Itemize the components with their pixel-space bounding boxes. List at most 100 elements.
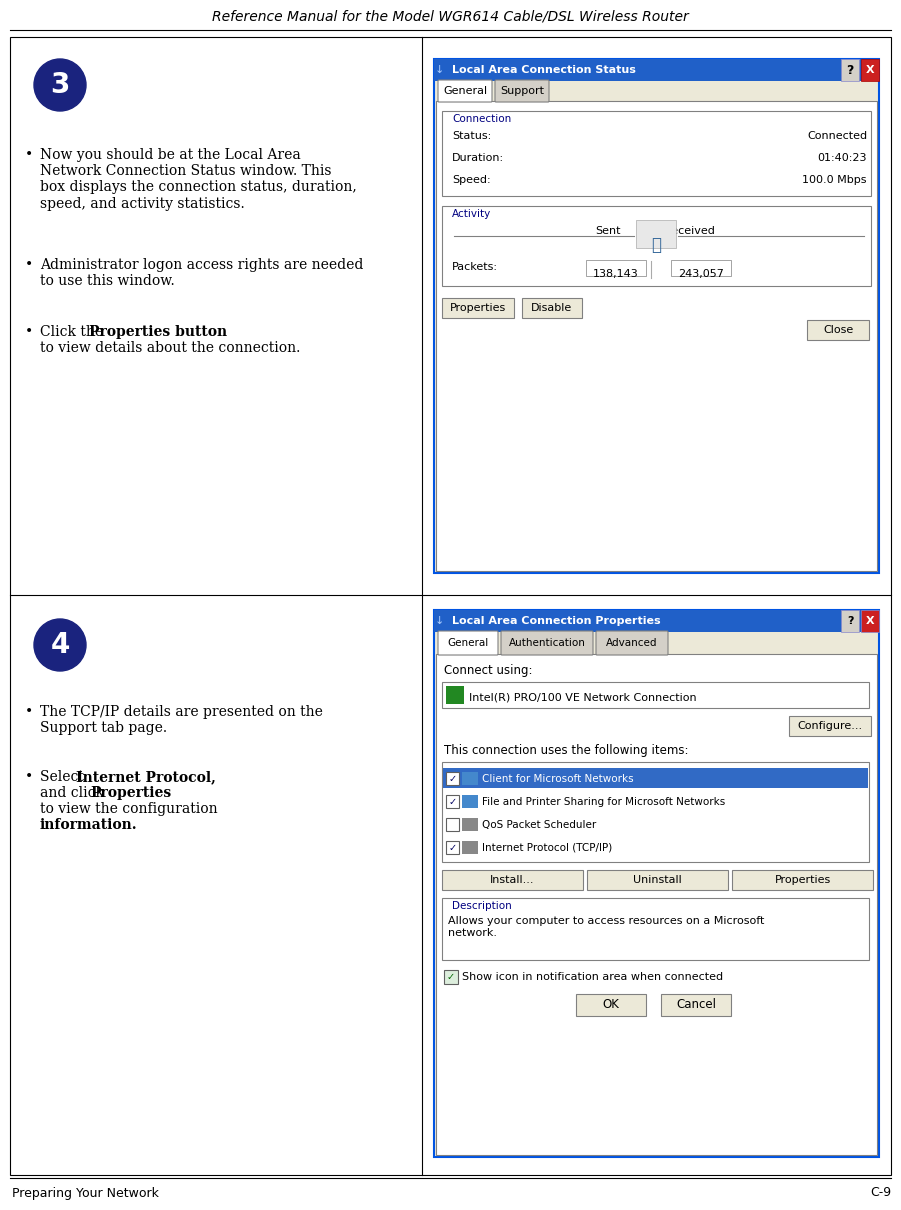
Text: Properties button: Properties button [89,325,227,339]
Text: General: General [443,86,487,96]
Text: Activity: Activity [452,209,491,219]
Bar [434,59,879,574]
Text: Now you should be at the Local Area
Network Connection Status window. This
box d: Now you should be at the Local Area Netw… [40,148,357,211]
Bar [576,993,646,1016]
Bar [446,686,464,704]
Bar [462,772,478,785]
Text: Properties: Properties [774,875,831,885]
Text: •: • [25,325,33,339]
Text: 138,143: 138,143 [593,269,639,280]
Text: Internet Protocol (TCP/IP): Internet Protocol (TCP/IP) [482,843,613,853]
Text: •: • [25,258,33,272]
Circle shape [34,59,86,111]
Text: Select: Select [40,770,88,784]
Text: ↓: ↓ [434,65,443,75]
Text: Status:: Status: [452,131,491,142]
Text: 01:40:23: 01:40:23 [817,152,867,163]
Text: Advanced: Advanced [606,638,658,649]
Bar [841,610,859,632]
Text: General: General [448,638,488,649]
Text: Intel(R) PRO/100 VE Network Connection: Intel(R) PRO/100 VE Network Connection [469,692,696,702]
Bar [462,795,478,808]
Bar [434,610,879,1157]
Bar [442,298,514,318]
Text: 243,057: 243,057 [678,269,724,280]
Text: Preparing Your Network: Preparing Your Network [12,1187,159,1199]
Bar [522,298,582,318]
Bar [442,682,869,708]
Text: Local Area Connection Status: Local Area Connection Status [452,65,636,75]
Text: X: X [866,65,874,75]
Bar [462,818,478,831]
Text: Connect using:: Connect using: [444,664,532,678]
Text: QoS Packet Scheduler: QoS Packet Scheduler [482,820,596,830]
Text: •: • [25,148,33,162]
Text: This connection uses the following items:: This connection uses the following items… [444,744,688,757]
Text: Internet Protocol,: Internet Protocol, [76,770,216,784]
Text: X: X [866,616,874,626]
Bar [434,610,879,632]
Text: •: • [25,705,33,719]
Text: ↓: ↓ [434,616,443,626]
Text: •: • [25,770,33,784]
FancyBboxPatch shape [596,630,668,655]
Text: Connection: Connection [452,114,511,123]
Text: Received: Received [665,226,716,236]
Text: and click: and click [40,786,108,800]
Bar [671,260,731,276]
Bar [446,772,459,785]
Bar [807,319,869,340]
Text: Support: Support [500,86,544,96]
Bar [636,220,676,248]
Text: OK: OK [603,998,620,1012]
Text: information.: information. [40,818,138,832]
Bar [661,993,731,1016]
Text: ✓: ✓ [449,797,457,807]
Text: Cancel: Cancel [676,998,716,1012]
FancyBboxPatch shape [495,80,549,102]
Bar [442,206,871,286]
Bar [434,59,879,81]
FancyBboxPatch shape [438,630,498,655]
Bar [446,841,459,854]
Bar [442,870,583,891]
Bar [436,653,877,1156]
Text: Properties: Properties [90,786,171,800]
Text: 4: 4 [50,630,69,659]
Bar [841,59,859,81]
FancyBboxPatch shape [438,80,492,102]
Bar [861,610,879,632]
Text: Uninstall: Uninstall [633,875,682,885]
FancyBboxPatch shape [501,630,593,655]
Bar [436,100,877,571]
Text: Administrator logon access rights are needed
to use this window.: Administrator logon access rights are ne… [40,258,363,288]
Text: Properties: Properties [450,302,506,313]
Text: Show icon in notification area when connected: Show icon in notification area when conn… [462,972,724,983]
Bar [732,870,873,891]
Text: Packets:: Packets: [452,263,498,272]
Text: Click the: Click the [40,325,107,339]
Text: Configure...: Configure... [797,721,862,731]
Bar [443,768,868,788]
Bar [442,111,871,196]
Text: 3: 3 [50,71,69,99]
Text: Allows your computer to access resources on a Microsoft
network.: Allows your computer to access resources… [448,916,764,938]
Text: 100.0 Mbps: 100.0 Mbps [803,175,867,185]
Bar [586,260,646,276]
Bar [587,870,728,891]
Text: 💻: 💻 [651,236,661,254]
Text: Connected: Connected [807,131,867,142]
Text: Authentication: Authentication [508,638,586,649]
Text: Disable: Disable [532,302,573,313]
Text: Reference Manual for the Model WGR614 Cable/DSL Wireless Router: Reference Manual for the Model WGR614 Ca… [212,8,689,23]
Bar [861,59,879,81]
Text: ✓: ✓ [449,774,457,784]
Circle shape [34,620,86,672]
Bar [442,762,869,862]
Bar [446,818,459,831]
Text: Description: Description [452,901,512,911]
Text: to view details about the connection.: to view details about the connection. [40,341,300,355]
Text: Duration:: Duration: [452,152,505,163]
Text: ✓: ✓ [449,843,457,853]
Bar [789,716,871,736]
